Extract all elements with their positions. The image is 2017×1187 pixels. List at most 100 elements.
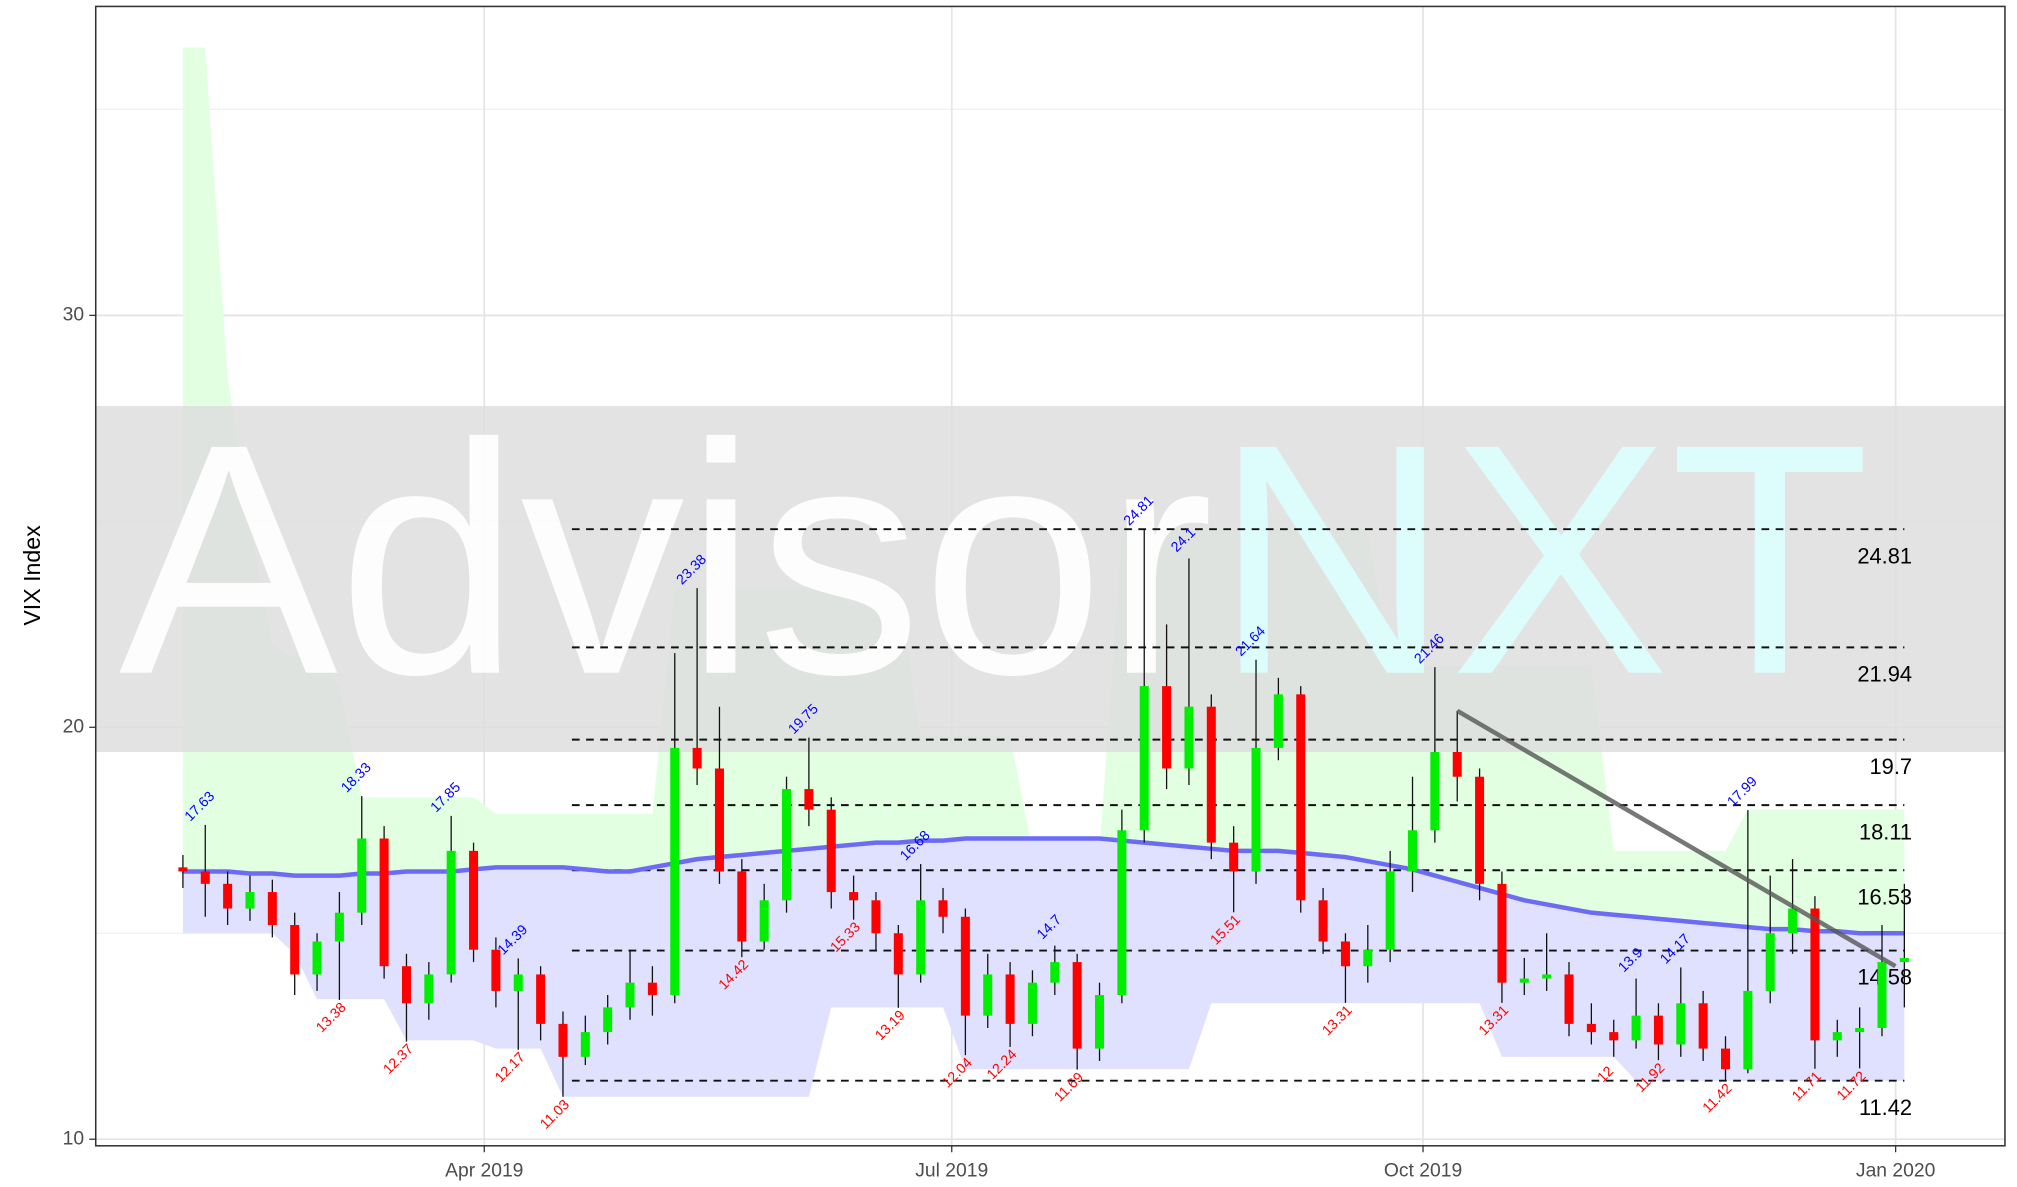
candle-body [446,850,456,975]
level-label: 18.11 [1859,819,1912,844]
candle-body [1430,752,1440,831]
candle-body [1452,752,1462,777]
level-label: 16.53 [1857,884,1912,909]
candle-body [513,974,523,991]
candle-body [647,982,657,996]
candle-body [1899,957,1909,963]
candle-body [1072,962,1082,1049]
candle-body [178,867,188,872]
axes: 10 20 30 Apr 2019 Jul 2019 Oct 2019 Jan 2020 [63,304,1936,1181]
candle-body [334,912,344,942]
candle-body [223,883,233,909]
plot-area: AdvisorNXT24.8121.9419.718.1116.5314.581… [95,6,2005,1146]
candle-body [737,871,747,942]
y-tick-label: 20 [63,716,84,737]
candle-body [379,838,389,967]
candle-body [1318,900,1328,942]
candle-body [1497,883,1507,983]
candle-body [1676,1003,1686,1045]
watermark-part: or [922,375,1214,742]
level-label: 24.81 [1857,543,1912,568]
candle-body [1027,982,1037,1024]
candle-body [782,789,792,901]
candle-body [1698,1003,1708,1049]
candle-body [312,941,322,975]
candle-body [1743,990,1753,1070]
candle-body [1810,908,1820,1041]
candle-body [1832,1032,1842,1041]
candle-body [200,871,210,884]
candle-body [1855,1027,1865,1033]
candle-body [1184,706,1194,769]
watermark: AdvisorNXT [119,375,1870,742]
candle-body [1005,974,1015,1024]
candle-body [759,900,769,942]
candle-body [983,974,993,1016]
candle-body [424,974,434,1004]
x-tick-label: Jan 2020 [1856,1161,1935,1182]
candle-body [245,892,255,909]
candle-body [714,768,724,872]
candle-body [826,809,836,893]
candle-body [692,747,702,769]
candle-body [1139,686,1149,831]
level-label: 19.7 [1870,754,1913,779]
candle-body [469,850,479,950]
candle-body [1408,830,1418,872]
candle-body [357,838,367,913]
candle-body [1609,1032,1619,1041]
candle-body [580,1032,590,1057]
candle-body [1095,995,1105,1049]
shaded-zone [95,405,2005,753]
level-label: 21.94 [1857,661,1912,686]
candle-body [1586,1023,1596,1033]
candle-body [871,900,881,934]
candle-body [1765,933,1775,991]
candle-body [960,916,970,1016]
candle-body [290,925,300,975]
trend-line [1456,708,1897,969]
candle-body [267,892,277,926]
y-axis-label: VIX Index [19,525,45,626]
x-tick-label: Jul 2019 [915,1161,988,1182]
candle-body [893,933,903,975]
candle-body [1653,1015,1663,1045]
candle-body [670,747,680,996]
candle-body [1631,1015,1641,1041]
x-tick-label: Apr 2019 [445,1161,523,1182]
candle-body [536,974,546,1024]
candle-body [1363,949,1373,967]
candle-body [1229,842,1239,872]
candle-body [1519,978,1529,983]
panel-border [94,5,2006,1147]
candle-body [1050,962,1060,983]
candle-body [1385,871,1395,950]
candle-body [849,892,859,901]
watermark-part: NXT [1214,375,1871,742]
watermark-part: Advis [119,375,922,742]
candle-body [1296,694,1306,901]
candle-body [938,900,948,917]
candle-body [1564,974,1574,1024]
y-tick-label: 30 [63,304,84,325]
candle-body [1721,1048,1731,1070]
candle-body [1273,694,1283,748]
level-label: 11.42 [1859,1095,1912,1120]
candle-body [625,982,635,1008]
candle-body [1877,962,1887,1028]
candle-body [1788,908,1798,934]
candle-body [603,1007,613,1033]
candle-body [1542,974,1552,979]
candle-body [1206,706,1216,843]
candle-body [1162,686,1172,769]
candle-body [401,966,411,1004]
candle-body [1117,830,1127,996]
candle-body [804,789,814,810]
y-tick-label: 10 [63,1128,84,1149]
candle-body [1475,776,1485,884]
candle-body [916,900,926,975]
lower-band [182,838,1905,1097]
candle-body [558,1023,568,1057]
x-tick-label: Oct 2019 [1384,1161,1462,1182]
